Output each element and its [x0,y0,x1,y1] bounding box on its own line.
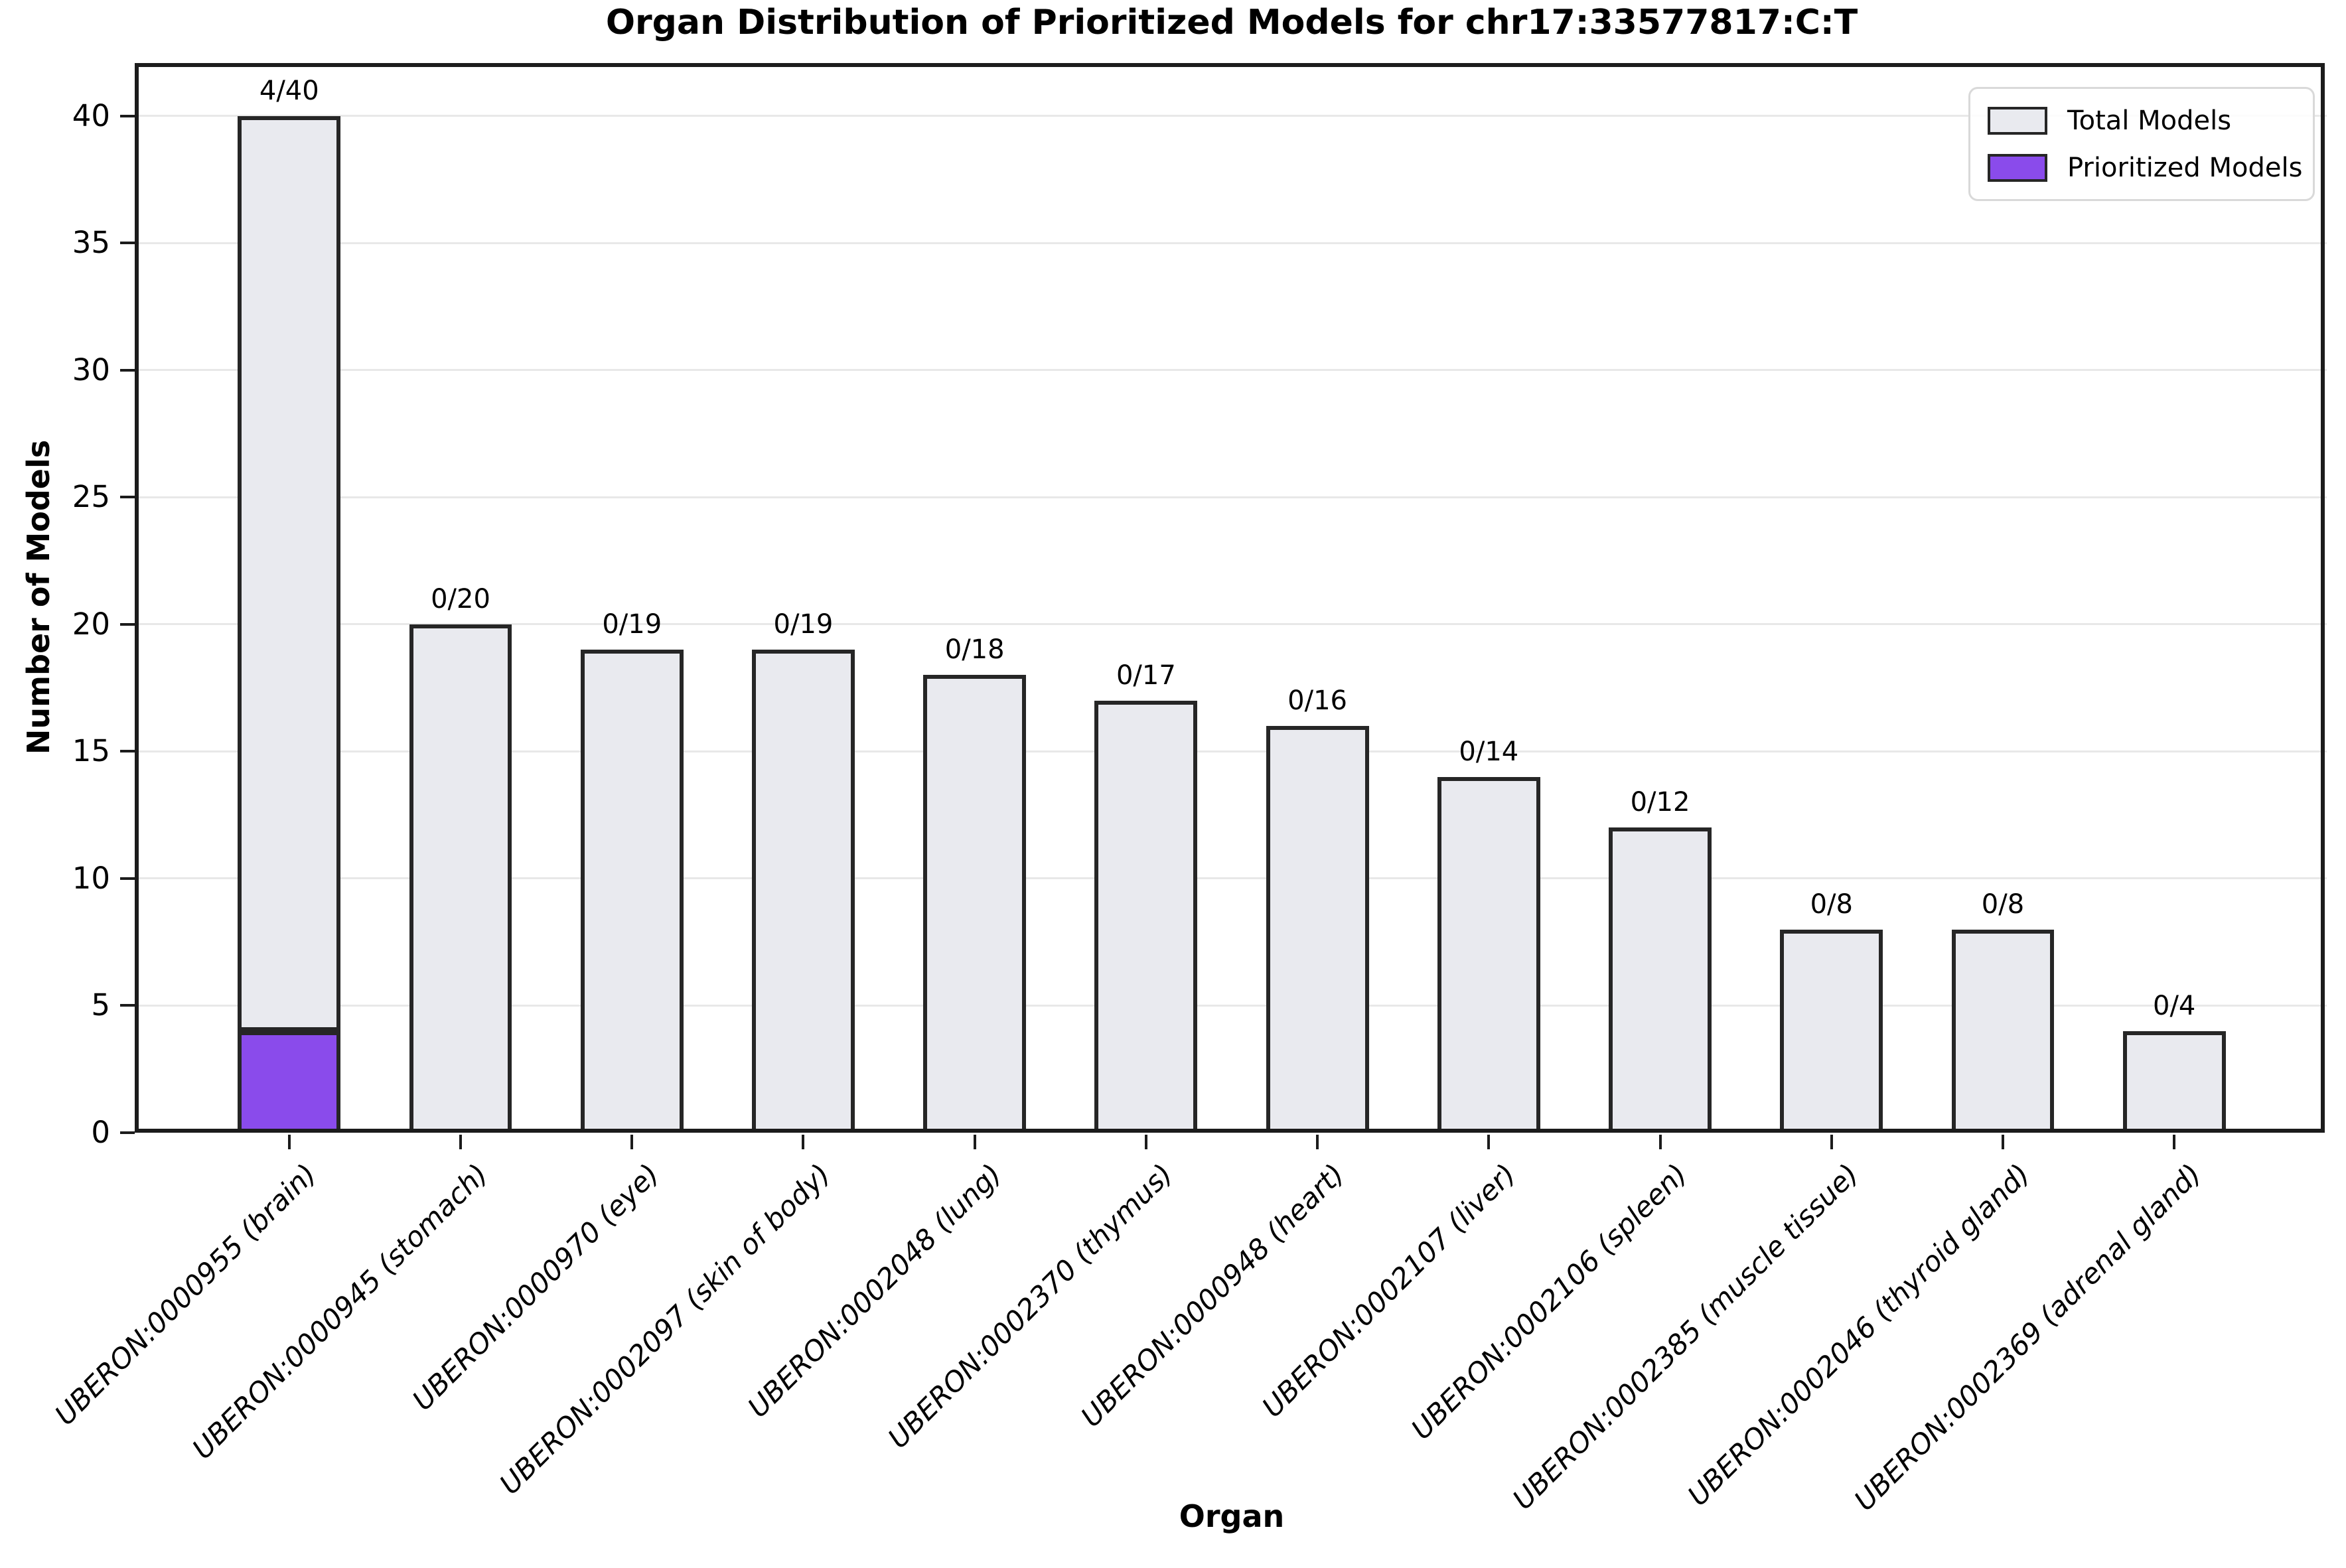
bar-value-label: 0/19 [602,609,662,640]
y-tick-label: 25 [72,479,110,515]
bar-total [751,650,855,1133]
bar-total [1094,700,1198,1133]
x-tick-label: UBERON:0002046 (thyroid gland) [1681,1157,2036,1512]
bar-total [1437,776,1540,1133]
gridline [137,369,2327,372]
x-tick-label: UBERON:0000945 (stomach) [185,1157,494,1466]
x-tick-mark [2173,1135,2176,1149]
y-tick-mark [120,1004,135,1007]
bar-value-label: 0/8 [1981,889,2025,920]
bar-value-label: 0/17 [1116,660,1176,691]
x-tick-mark [1658,1135,1662,1149]
legend-label-total: Total Models [2067,105,2232,136]
y-tick-label: 5 [91,987,110,1023]
y-tick-mark [120,877,135,880]
legend-item-total: Total Models [1988,106,2296,136]
bar-value-label: 0/20 [431,583,490,614]
y-tick-label: 20 [72,606,110,642]
x-tick-label: UBERON:0002106 (spleen) [1404,1157,1694,1446]
gridline [137,242,2327,244]
x-tick-mark [1830,1135,1833,1149]
y-tick-label: 40 [72,98,110,133]
x-tick-mark [973,1135,976,1149]
y-tick-mark [120,1131,135,1134]
bar-value-label: 0/18 [944,634,1005,666]
bar-value-label: 0/16 [1287,685,1347,717]
legend: Total Models Prioritized Models [1968,87,2315,201]
x-tick-mark [1487,1135,1491,1149]
y-tick-label: 15 [72,733,110,769]
legend-item-prioritized: Prioritized Models [1988,153,2302,183]
legend-swatch-prioritized [1988,153,2047,182]
bar-value-label: 4/40 [259,75,319,106]
y-tick-label: 30 [72,352,110,388]
bar-value-label: 0/14 [1459,736,1519,767]
chart-title: Organ Distribution of Prioritized Models… [605,3,1858,42]
bar-total [409,624,512,1133]
gridline [137,1004,2327,1007]
bar-value-label: 0/8 [1810,889,1853,920]
x-tick-mark [2001,1135,2004,1149]
x-tick-label: UBERON:0002097 (skin of body) [493,1157,837,1501]
bar-total [923,675,1027,1133]
bar-total [1266,726,1369,1133]
x-tick-mark [1144,1135,1147,1149]
x-tick-label: UBERON:0002370 (thymus) [881,1157,1179,1455]
plot-frame [135,63,2325,1133]
y-tick-mark [120,114,135,117]
bar-value-label: 0/12 [1630,787,1690,818]
gridline [137,115,2327,117]
bar-total [1780,929,1883,1133]
y-tick-mark [120,622,135,626]
x-tick-mark [459,1135,463,1149]
gridline [137,750,2327,752]
x-tick-label: UBERON:0002369 (adrenal gland) [1848,1157,2208,1518]
x-tick-mark [287,1135,291,1149]
legend-swatch-total [1988,106,2047,135]
bar-value-label: 0/19 [773,609,834,640]
bar-total [238,115,341,1031]
legend-label-prioritized: Prioritized Models [2067,152,2303,183]
x-tick-mark [630,1135,634,1149]
y-tick-mark [120,242,135,245]
gridline [137,877,2327,880]
x-axis-label: Organ [1179,1498,1285,1534]
x-tick-mark [1316,1135,1319,1149]
y-tick-mark [120,750,135,753]
bar-total [2122,1031,2226,1133]
y-tick-label: 0 [91,1115,110,1150]
y-tick-label: 35 [72,225,110,261]
gridline [137,496,2327,498]
y-tick-mark [120,496,135,499]
y-tick-label: 10 [72,860,110,896]
gridline [137,623,2327,626]
bar-value-label: 0/4 [2153,990,2196,1021]
bar-total [1951,929,2055,1133]
x-tick-label: UBERON:0002385 (muscle tissue) [1506,1157,1865,1516]
x-tick-mark [802,1135,805,1149]
y-tick-mark [120,368,135,372]
